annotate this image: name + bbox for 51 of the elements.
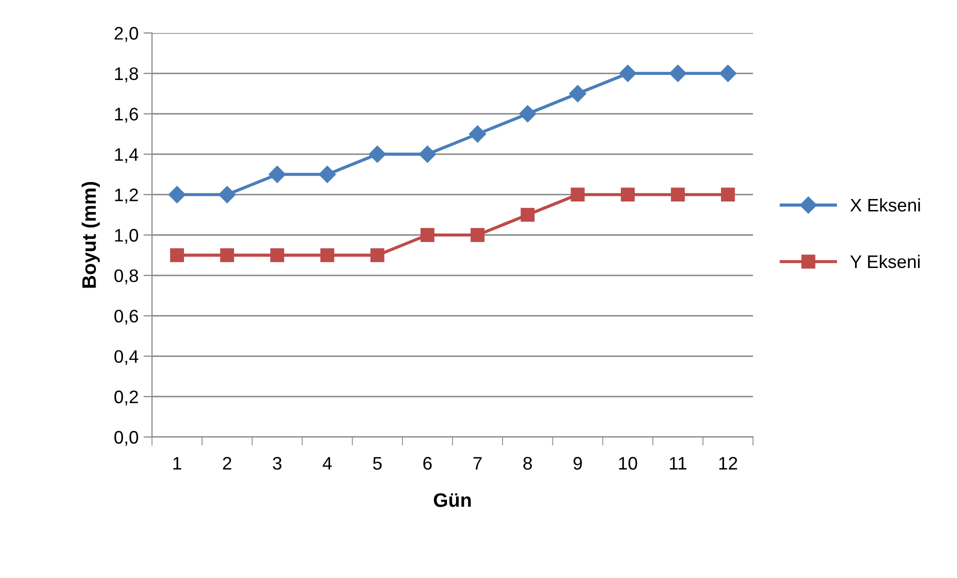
point xyxy=(218,186,236,204)
y-tick-label: 1,2 xyxy=(115,188,138,204)
x-tick-label: 11 xyxy=(670,457,686,470)
point xyxy=(270,248,284,262)
point xyxy=(168,186,186,204)
y-tick-label: 0,0 xyxy=(114,430,138,446)
point xyxy=(170,248,184,262)
point xyxy=(468,125,486,143)
x-tick-label: 6 xyxy=(423,456,432,470)
y-tick-label: 0,8 xyxy=(114,269,138,284)
point xyxy=(370,248,384,262)
x-tick-label: 10 xyxy=(619,456,638,470)
point xyxy=(669,64,686,82)
x-tick-label: 2 xyxy=(223,456,232,470)
y-tick-label: 0,2 xyxy=(114,390,138,406)
x-tick-label: 8 xyxy=(523,456,532,470)
y-tick-label: 0,4 xyxy=(114,350,138,366)
x-tick-label: 1 xyxy=(173,457,182,470)
point xyxy=(569,85,586,102)
point xyxy=(670,188,685,202)
point xyxy=(318,166,336,183)
x-tick-label: 3 xyxy=(272,456,282,470)
point xyxy=(519,105,536,122)
x-tick-label: 5 xyxy=(373,457,382,470)
y-axis-title: Boyut (mm) xyxy=(82,182,100,288)
point xyxy=(570,188,585,202)
point xyxy=(719,64,737,82)
legend-label: X Ekseni xyxy=(850,198,920,212)
point xyxy=(368,146,386,163)
x-tick-label: 12 xyxy=(719,456,738,470)
y-tick-label: 1,0 xyxy=(115,228,138,244)
x-tick-label: 9 xyxy=(574,456,582,470)
point xyxy=(619,64,636,82)
y-tick-label: 0,6 xyxy=(114,310,138,325)
x-tick-label: 4 xyxy=(322,457,332,470)
y-tick-label: 1,8 xyxy=(115,67,138,82)
point xyxy=(520,208,535,222)
point xyxy=(620,188,635,202)
point xyxy=(220,248,234,262)
point xyxy=(721,188,735,202)
point xyxy=(320,248,334,262)
y-tick-label: 1,4 xyxy=(115,148,138,164)
legend-label: Y Ekseni xyxy=(850,254,920,268)
x-axis-title: Gün xyxy=(434,493,471,508)
x-tick-label: 7 xyxy=(473,457,482,470)
point xyxy=(420,228,434,242)
y-tick-label: 1,6 xyxy=(115,108,138,123)
point xyxy=(470,228,484,242)
point xyxy=(418,146,436,163)
point xyxy=(268,166,286,183)
y-tick-label: 2,0 xyxy=(114,26,138,42)
